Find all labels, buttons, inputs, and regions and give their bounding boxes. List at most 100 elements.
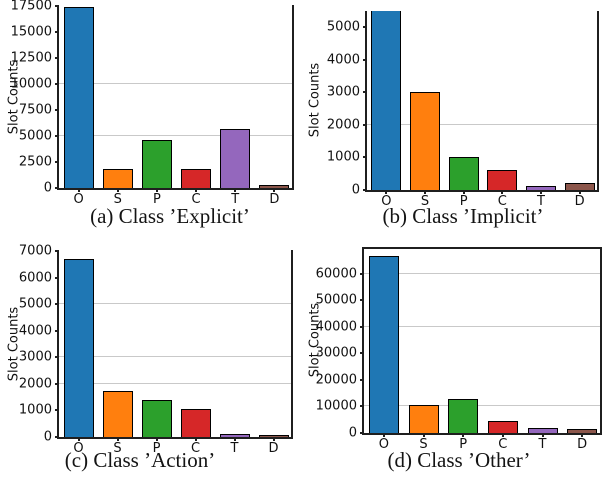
bar-o [371, 11, 402, 190]
y-tick-mark [55, 31, 59, 34]
x-tick-label: C [190, 441, 201, 456]
x-tick-mark [272, 437, 275, 441]
bar-slot-p: P [137, 250, 176, 455]
y-tick-label: 15000 [10, 24, 52, 40]
gridline [367, 123, 599, 125]
y-tick-label: 0 [351, 182, 360, 198]
y-tick-label: 17500 [10, 0, 52, 14]
y-tick-label: 2500 [18, 154, 52, 170]
y-tick-label: 20000 [315, 372, 357, 388]
gridline [59, 382, 293, 384]
y-tick-label: 0 [348, 425, 357, 441]
y-tick-mark [360, 352, 364, 355]
gridline [364, 405, 602, 407]
y-tick-label: 2000 [18, 376, 52, 392]
bar-d [564, 182, 595, 190]
x-tick-mark [194, 437, 197, 441]
y-tick-label: 0 [43, 180, 52, 196]
x-tick-label: C [191, 192, 201, 207]
y-tick-mark [363, 123, 367, 126]
y-tick-mark [55, 109, 59, 112]
x-tick-label: O [381, 194, 392, 209]
x-tick-mark [155, 437, 158, 441]
plot-area: O S P C T D 0 1000 2000 3000 4000 5000 [327, 11, 599, 208]
x-tick-label: S [419, 437, 428, 452]
y-tick-label: 7000 [18, 243, 52, 259]
y-tick-label: 12500 [10, 50, 52, 66]
x-tick-mark [195, 188, 198, 192]
chart-caption: (d) Class ’Other’ [387, 448, 531, 472]
y-axis-title: Slot Counts [6, 306, 22, 382]
bar-t [527, 428, 558, 433]
x-tick-label: D [268, 441, 279, 456]
y-tick-mark [55, 83, 59, 86]
bar-slot-t: T [522, 11, 561, 208]
y-tick-mark [55, 161, 59, 164]
x-tick-mark [540, 190, 543, 194]
y-tick-mark [55, 135, 59, 138]
x-tick-label: D [574, 194, 585, 209]
y-tick-mark [360, 432, 364, 434]
bar-s [410, 92, 440, 190]
y-tick-label: 40000 [315, 319, 357, 335]
x-tick-mark [155, 188, 158, 192]
bar-slot-t: T [216, 5, 255, 206]
x-tick-label: P [459, 194, 468, 209]
x-tick-mark [273, 188, 276, 192]
x-tick-label: D [269, 192, 280, 207]
y-tick-mark [55, 250, 59, 253]
x-tick-label: T [231, 192, 240, 207]
gridline [59, 135, 294, 137]
y-tick-mark [360, 325, 364, 328]
right-spine [600, 247, 602, 433]
x-tick-label: C [497, 194, 507, 209]
chart-caption: (b) Class ’Implicit’ [382, 204, 544, 228]
x-tick-mark [581, 433, 584, 437]
bar-slot-d: D [562, 247, 602, 451]
x-tick-label: P [459, 437, 468, 452]
y-tick-mark [363, 189, 367, 191]
bar-slot-s: S [98, 5, 137, 206]
y-tick-mark [55, 409, 59, 412]
chart-class-explicit: Slot Counts O S P C T D 0 2500 5000 7500 10000 1250… [0, 0, 301, 240]
y-tick-mark [360, 378, 364, 381]
x-tick-label: S [420, 194, 430, 209]
top-spine [364, 247, 602, 249]
y-tick-label: 1000 [326, 149, 360, 165]
bar-slot-p: P [444, 11, 483, 208]
gridline [364, 272, 602, 274]
x-tick-mark [233, 437, 236, 441]
x-tick-label: P [152, 441, 161, 456]
right-spine [292, 5, 294, 188]
plot-area: O S P C T D 0 1000 2000 3000 4000 5000 6000 7000 [19, 245, 293, 455]
y-tick-label: 4000 [18, 323, 52, 339]
x-tick-mark [77, 437, 80, 441]
y-tick-label: 6000 [18, 270, 52, 286]
y-axis-title: Slot Counts [307, 302, 323, 378]
x-tick-label: S [113, 441, 122, 456]
bar-slot-o: O [59, 250, 98, 455]
y-tick-label: 0 [43, 429, 52, 445]
x-tick-mark [385, 190, 388, 194]
bar-c [487, 421, 518, 433]
y-tick-mark [360, 272, 364, 275]
y-tick-label: 7500 [18, 102, 52, 118]
chart-class-implicit: Slot Counts O S P C T D 0 1000 2000 3000 4000 5000 … [301, 0, 602, 240]
bar-d [567, 429, 598, 433]
right-spine [291, 250, 293, 437]
y-tick-label: 3000 [326, 84, 360, 100]
bar-t [220, 129, 251, 188]
bar-slot-t: T [523, 247, 563, 451]
y-tick-label: 1000 [18, 402, 52, 418]
bar-slot-c: C [177, 5, 216, 206]
bar-slot-p: P [137, 5, 176, 206]
bar-d [259, 184, 290, 188]
x-tick-mark [541, 433, 544, 437]
x-tick-mark [77, 188, 80, 192]
y-tick-label: 3000 [18, 349, 52, 365]
y-axis-title: Slot Counts [6, 59, 22, 135]
